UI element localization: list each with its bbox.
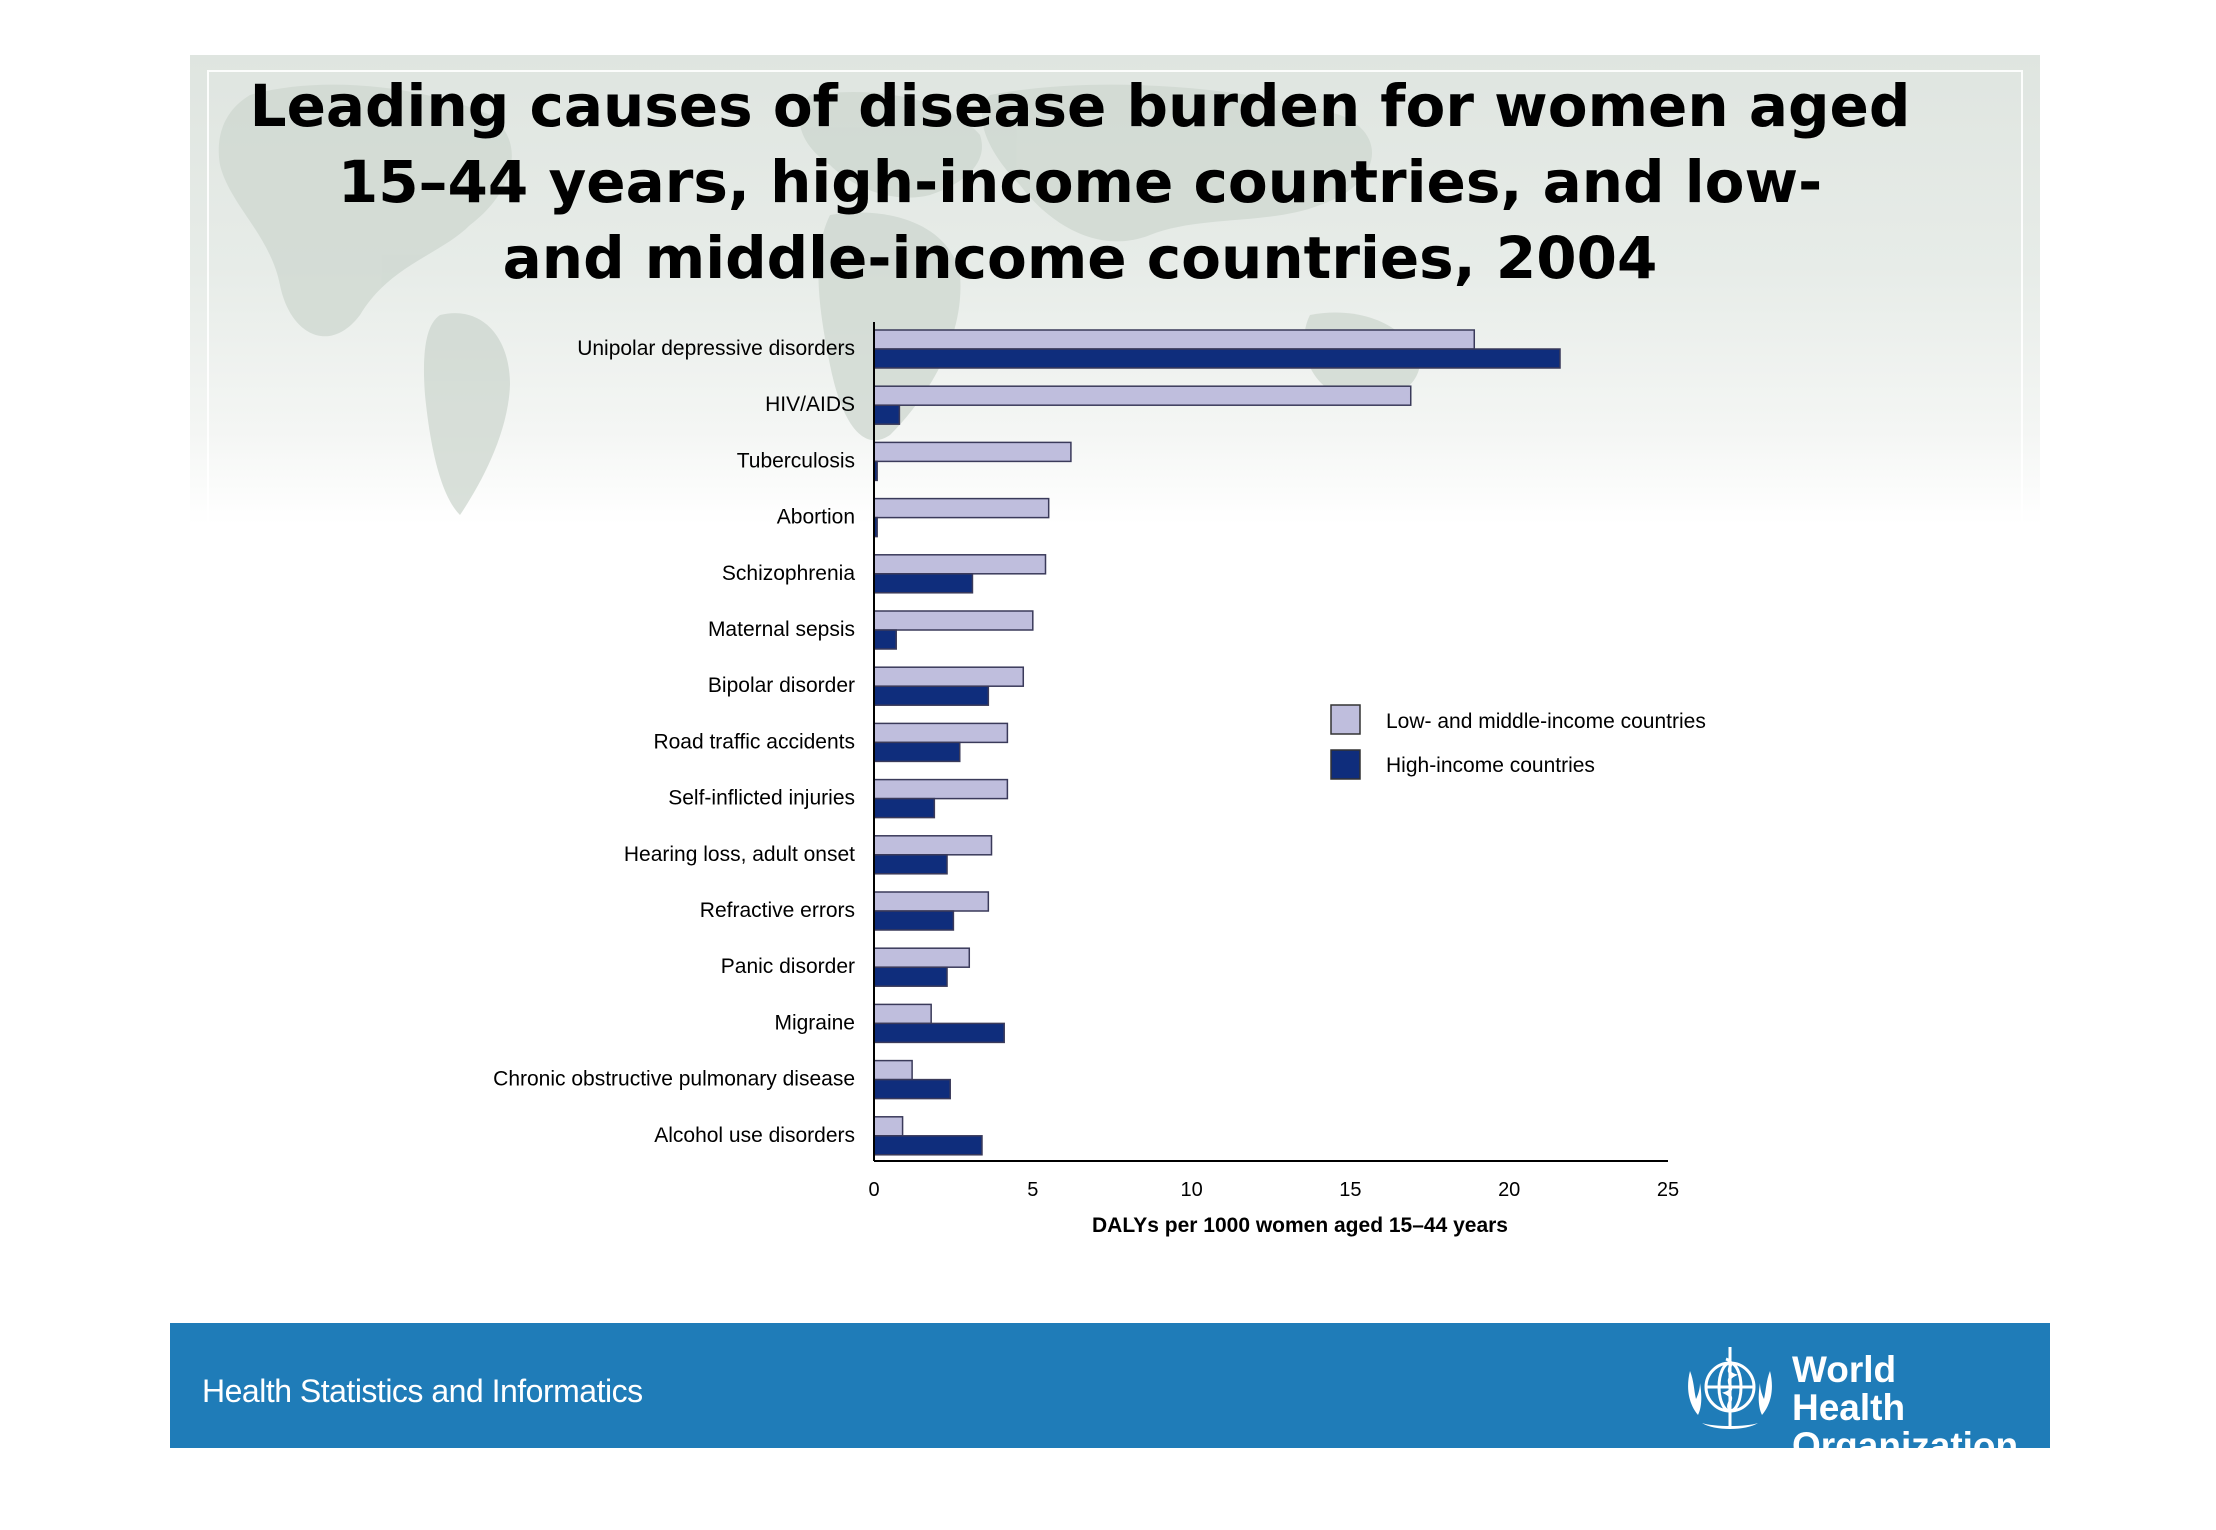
bar-high-income (873, 573, 974, 594)
bar-low-middle-income (873, 610, 1034, 631)
legend-label-high-income: High-income countries (1386, 754, 1595, 777)
bar-high-income (873, 685, 990, 706)
bar-chart: Unipolar depressive disorders HIV/AIDS Tub… (493, 322, 1706, 1237)
who-wordmark: World Health Organization (1792, 1349, 2019, 1466)
category-label: Abortion (777, 506, 855, 529)
slide-title: Leading causes of disease burden for wom… (180, 68, 1980, 296)
category-label: Schizophrenia (722, 562, 855, 585)
category-label: Road traffic accidents (653, 730, 855, 753)
bar-high-income (873, 1022, 1005, 1044)
bars (873, 329, 1561, 1156)
bar-high-income (873, 966, 948, 987)
category-label: Chronic obstructive pulmonary disease (493, 1068, 855, 1091)
legend-swatch-high-income (1330, 749, 1361, 780)
title-line-3: and middle-income countries, 2004 (502, 224, 1658, 292)
bar-low-middle-income (873, 554, 1047, 575)
bar-low-middle-income (873, 441, 1072, 463)
footer-label: Health Statistics and Informatics (202, 1373, 643, 1409)
bar-low-middle-income (873, 1003, 932, 1025)
bar-low-middle-income (873, 835, 993, 856)
category-label: Maternal sepsis (708, 618, 855, 641)
x-tick-label: 20 (1498, 1179, 1520, 1201)
bar-high-income (873, 854, 948, 875)
x-axis-title: DALYs per 1000 women aged 15–44 years (1092, 1214, 1508, 1237)
bar-low-middle-income (873, 1059, 913, 1081)
category-label: Unipolar depressive disorders (577, 337, 855, 360)
who-emblem-icon (1688, 1347, 1772, 1429)
bar-high-income (873, 1135, 983, 1156)
who-name-line-1: World Health (1792, 1349, 1906, 1428)
x-tick-labels: 0 5 10 15 20 25 (868, 1179, 1679, 1201)
title-line-1: Leading causes of disease burden for wom… (249, 72, 1911, 140)
bar-low-middle-income (873, 891, 990, 912)
bar-low-middle-income (873, 329, 1476, 350)
title-line-2: 15–44 years, high-income countries, and … (337, 148, 1823, 216)
bar-high-income (873, 741, 961, 763)
bar-low-middle-income (873, 947, 971, 968)
x-tick-label: 10 (1180, 1179, 1202, 1201)
bar-high-income (873, 629, 897, 650)
bar-low-middle-income (873, 778, 1009, 800)
category-label: Self-inflicted injuries (668, 787, 855, 810)
category-label: Panic disorder (721, 955, 855, 978)
bar-low-middle-income (873, 722, 1009, 744)
x-tick-label: 25 (1657, 1179, 1679, 1201)
bar-low-middle-income (873, 1116, 904, 1137)
bar-high-income (873, 348, 1561, 369)
category-label: Tuberculosis (737, 449, 855, 472)
x-tick-label: 5 (1027, 1179, 1038, 1201)
x-tick-label: 0 (868, 1179, 879, 1201)
legend-label-low-middle: Low- and middle-income countries (1386, 710, 1706, 733)
bar-low-middle-income (873, 385, 1412, 406)
category-label: Alcohol use disorders (654, 1124, 855, 1147)
category-label: Hearing loss, adult onset (624, 843, 855, 866)
category-label: HIV/AIDS (765, 393, 855, 416)
category-labels: Unipolar depressive disorders HIV/AIDS Tub… (493, 337, 855, 1147)
legend-swatch-low-middle (1330, 704, 1361, 735)
category-label: Refractive errors (700, 899, 855, 922)
category-label: Bipolar disorder (708, 674, 855, 697)
footer-bar: Health Statistics and Informatics World … (170, 1323, 2050, 1465)
x-tick-label: 15 (1339, 1179, 1361, 1201)
who-name-line-2: Organization (1792, 1425, 2019, 1466)
bar-high-income (873, 404, 901, 425)
category-label: Migraine (774, 1011, 855, 1034)
bar-low-middle-income (873, 666, 1025, 687)
bar-high-income (873, 797, 936, 819)
bar-low-middle-income (873, 497, 1050, 519)
bar-high-income (873, 910, 955, 931)
legend: Low- and middle-income countries High-in… (1330, 704, 1706, 780)
bar-high-income (873, 1078, 951, 1100)
